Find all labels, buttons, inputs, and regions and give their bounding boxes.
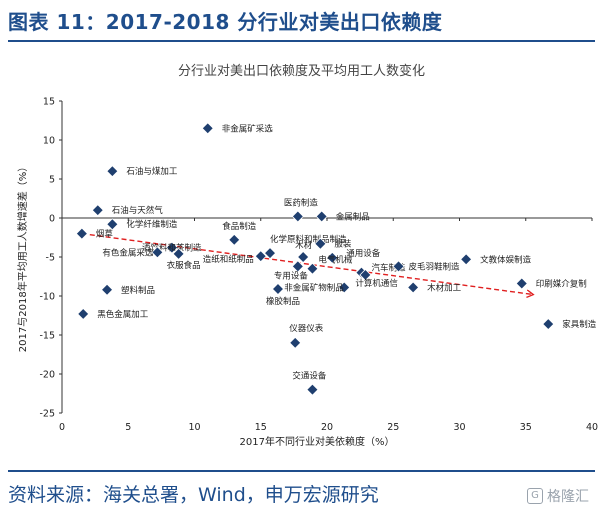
data-point-label: 木材加工 bbox=[427, 282, 462, 293]
data-point bbox=[515, 277, 528, 290]
data-point-label: 石油与天然气 bbox=[112, 205, 164, 216]
data-point-label: 造纸和纸制品 bbox=[203, 254, 254, 265]
data-point bbox=[291, 210, 304, 223]
data-point bbox=[392, 260, 405, 273]
data-point-label: 化学纤维制造 bbox=[126, 219, 178, 230]
x-tick-label: 0 bbox=[59, 422, 65, 433]
watermark-text: 格隆汇 bbox=[547, 489, 589, 505]
y-axis-label: 2017与2018年平均用工人数增速差（%） bbox=[16, 162, 29, 352]
data-point bbox=[359, 268, 372, 282]
data-point-label: 非金属矿物制品 bbox=[284, 282, 344, 293]
data-point bbox=[306, 383, 319, 396]
data-point-label: 有色金属采选 bbox=[102, 247, 154, 258]
data-point-label: 交通设备 bbox=[292, 371, 327, 382]
data-point-label: 酒饮料和茶制造 bbox=[142, 243, 202, 254]
x-tick-label: 10 bbox=[188, 422, 200, 433]
x-tick-label: 25 bbox=[387, 422, 399, 433]
scatter-chart: 15 10 5 0 -5 -10 -15 -20 -25 0 5 10 15 20 25 30 35 40 2017… bbox=[16, 97, 598, 449]
data-point-label: 专用设备 bbox=[274, 270, 309, 281]
data-point bbox=[289, 336, 302, 349]
x-tick-label: 35 bbox=[520, 422, 532, 433]
data-point bbox=[151, 246, 164, 259]
data-point-label: 食品制造 bbox=[222, 221, 257, 232]
data-point bbox=[315, 210, 328, 223]
data-point-label: 烟草 bbox=[96, 229, 114, 240]
x-tick-label: 20 bbox=[321, 422, 333, 433]
data-point-label: 文教体娱制造 bbox=[480, 254, 532, 265]
data-point bbox=[106, 218, 119, 231]
gelonghui-logo-icon: G bbox=[527, 488, 543, 504]
figure-title: 图表 11：2017-2018 分行业对美出口依赖度 bbox=[8, 10, 443, 34]
data-point-label: 橡胶制品 bbox=[266, 296, 300, 307]
y-tick-label: -20 bbox=[39, 370, 55, 381]
data-point-label: 服装 bbox=[334, 239, 352, 250]
y-tick-label: 0 bbox=[49, 214, 55, 225]
data-point bbox=[263, 247, 277, 260]
data-point-label: 汽车制造 bbox=[371, 263, 406, 274]
x-tick-label: 40 bbox=[586, 422, 598, 433]
watermark: G 格隆汇 bbox=[527, 486, 589, 506]
data-point-label: 木材 bbox=[295, 240, 313, 251]
data-point bbox=[291, 260, 304, 273]
x-axis-label: 2017年不同行业对美依赖度（%） bbox=[240, 435, 395, 448]
data-point bbox=[172, 247, 185, 260]
data-point-label: 石油与煤加工 bbox=[126, 166, 178, 177]
data-point bbox=[165, 241, 179, 254]
y-tick-label: -15 bbox=[39, 331, 55, 342]
source-divider bbox=[8, 470, 595, 472]
data-point-label: 金属制品 bbox=[336, 211, 370, 222]
data-point bbox=[271, 282, 285, 296]
data-point bbox=[106, 165, 119, 178]
data-point-label: 衣服食品 bbox=[167, 260, 201, 271]
data-point bbox=[100, 283, 114, 296]
data-point bbox=[460, 253, 473, 266]
data-point bbox=[77, 307, 90, 321]
y-tick-label: -25 bbox=[39, 409, 55, 420]
data-point-label: 医药制造 bbox=[284, 197, 319, 208]
y-tick-label: 10 bbox=[43, 136, 55, 147]
source-note: 资料来源：海关总署，Wind，申万宏源研究 bbox=[8, 484, 379, 506]
data-point-label: 塑料制品 bbox=[121, 285, 155, 296]
data-point-label: 非金属矿采选 bbox=[222, 123, 274, 134]
data-point bbox=[297, 250, 310, 264]
chart-title: 分行业对美出口依赖度及平均用工人数变化 bbox=[177, 64, 425, 79]
data-point-label: 计算机通信 bbox=[355, 278, 398, 289]
data-point-label: 家具制造 bbox=[562, 319, 597, 330]
data-point-label: 印刷媒介复制 bbox=[536, 279, 587, 290]
title-divider bbox=[8, 40, 595, 42]
y-tick-label: -5 bbox=[46, 253, 55, 264]
data-point bbox=[91, 204, 104, 217]
x-tick-label: 15 bbox=[255, 422, 267, 433]
data-point bbox=[306, 262, 319, 275]
data-point bbox=[314, 237, 327, 250]
data-point bbox=[254, 250, 267, 263]
data-point-label: 皮毛羽鞋制造 bbox=[409, 261, 461, 272]
data-point-label: 黑色金属加工 bbox=[97, 309, 149, 320]
data-point bbox=[228, 233, 241, 246]
data-point bbox=[542, 318, 555, 331]
data-point bbox=[201, 122, 214, 135]
data-point-label: 电气机械 bbox=[318, 255, 353, 266]
data-point bbox=[407, 281, 420, 294]
data-point bbox=[75, 227, 88, 240]
data-point-label: 仪器仪表 bbox=[289, 323, 324, 334]
data-point bbox=[338, 281, 351, 294]
data-point-label: 通用设备 bbox=[346, 248, 381, 259]
y-tick-label: 5 bbox=[49, 175, 55, 186]
x-tick-label: 5 bbox=[125, 422, 131, 433]
y-tick-label: -10 bbox=[39, 292, 55, 303]
trend-line bbox=[81, 232, 533, 295]
data-point bbox=[326, 251, 339, 264]
data-point-label: 化学原料和制品制造 bbox=[270, 234, 347, 245]
x-tick-label: 30 bbox=[453, 422, 465, 433]
y-tick-label: 15 bbox=[43, 97, 55, 108]
